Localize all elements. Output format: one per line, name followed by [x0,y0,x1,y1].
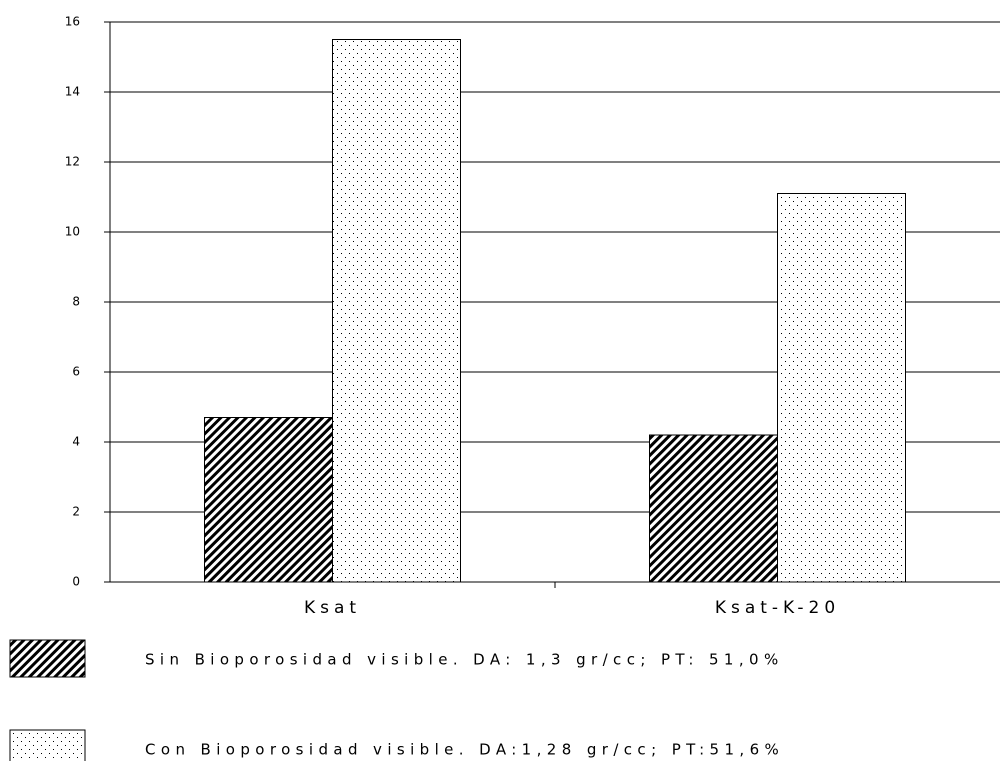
bar [332,39,461,583]
y-tick-label: 12 [65,155,80,169]
y-tick-label: 6 [72,365,80,379]
bar [204,417,333,583]
bar [649,434,778,583]
legend-label: Con Bioporosidad visible. DA:1,28 gr/cc;… [145,741,784,759]
y-tick-label: 14 [65,85,80,99]
y-tick-label: 0 [72,575,80,589]
legend-label: Sin Bioporosidad visible. DA: 1,3 gr/cc;… [145,651,784,669]
y-tick-label: 4 [72,435,80,449]
x-tick-label: Ksat [304,598,361,618]
legend-swatch [9,729,86,761]
x-tick-label: Ksat-K-20 [715,598,840,618]
legend-swatch [9,639,86,678]
y-tick-label: 10 [65,225,80,239]
y-tick-label: 2 [72,505,80,519]
y-tick-label: 8 [72,295,80,309]
bar [777,193,906,583]
y-tick-label: 16 [65,15,80,29]
